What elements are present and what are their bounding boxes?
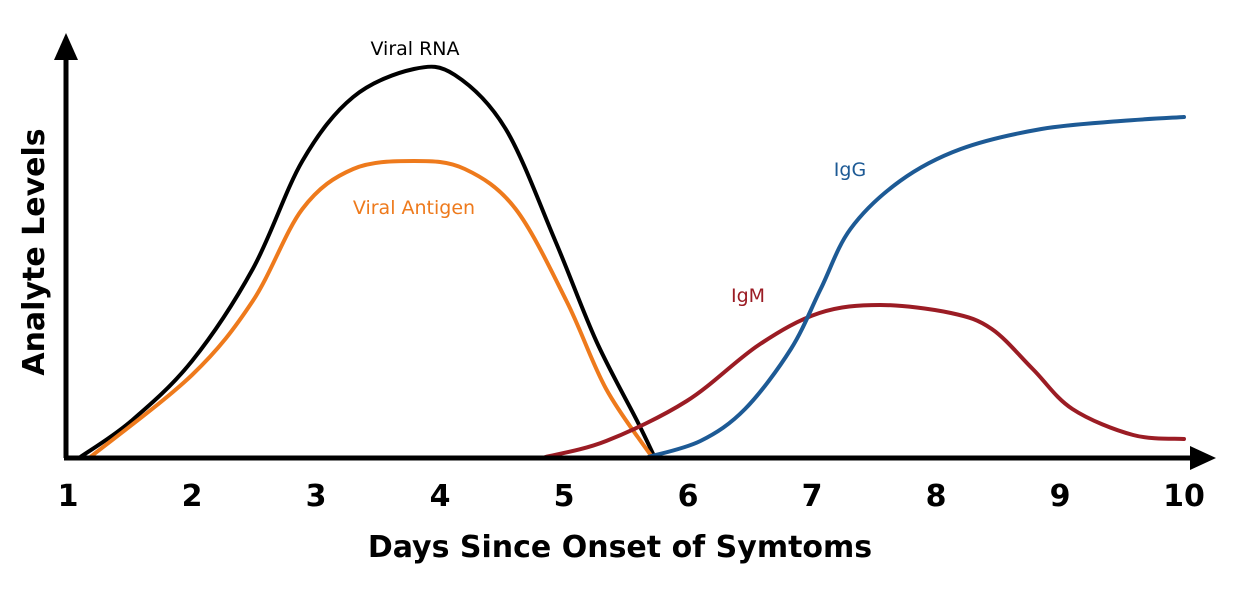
- label-viral-rna: Viral RNA: [370, 38, 459, 60]
- series-line-viral-rna: [78, 64, 657, 459]
- y-axis-label: Analyte Levels: [17, 128, 52, 375]
- x-axis-label: Days Since Onset of Symtoms: [368, 530, 872, 565]
- x-tick-labels: 1 2 3 4 5 6 7 8 9 10: [58, 479, 1205, 514]
- curves: [78, 64, 1186, 459]
- series-line-igm: [543, 302, 1186, 459]
- x-tick-label: 9: [1050, 479, 1071, 514]
- x-tick-label: 4: [430, 479, 451, 514]
- x-tick-label: 6: [678, 479, 699, 514]
- series-line-igg: [646, 115, 1186, 459]
- x-axis-arrow: [1190, 446, 1216, 470]
- x-tick-label: 7: [802, 479, 823, 514]
- series-line-viral-antigen: [88, 158, 655, 459]
- x-tick-label: 1: [58, 479, 79, 514]
- label-igg: IgG: [834, 159, 866, 181]
- label-igm: IgM: [731, 285, 765, 307]
- x-tick-label: 10: [1163, 479, 1205, 514]
- x-tick-label: 5: [554, 479, 575, 514]
- x-tick-label: 8: [926, 479, 947, 514]
- x-tick-label: 2: [182, 479, 203, 514]
- y-axis-arrow: [54, 33, 78, 60]
- label-viral-antigen: Viral Antigen: [353, 197, 475, 219]
- x-tick-label: 3: [306, 479, 327, 514]
